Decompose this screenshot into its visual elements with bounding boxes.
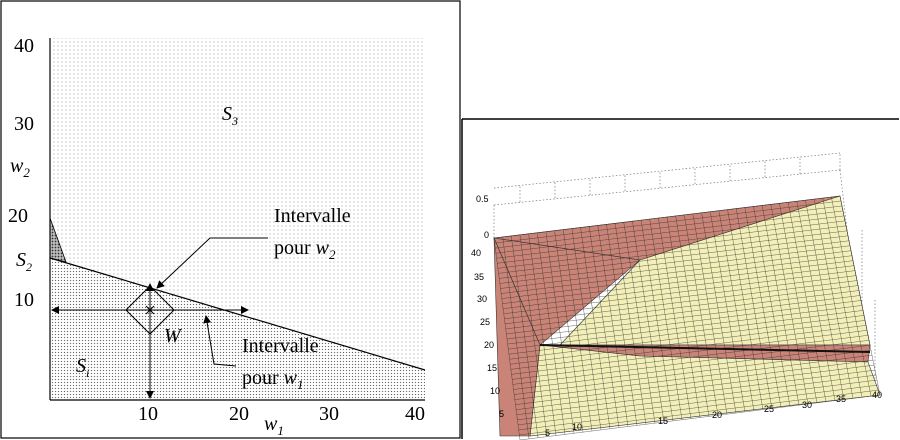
tolerance-diamond bbox=[125, 285, 175, 335]
mesh-line bbox=[517, 374, 877, 420]
w1-axis-label: w1 bbox=[264, 413, 284, 438]
x3d-tick: 20 bbox=[712, 410, 722, 420]
mesh-line bbox=[512, 340, 870, 385]
y3d-tick: 15 bbox=[487, 363, 497, 373]
region-s2-label: S2 bbox=[16, 249, 32, 274]
mesh-line bbox=[692, 213, 728, 415]
mesh-line bbox=[518, 384, 879, 431]
y-tick: 20 bbox=[8, 205, 28, 227]
boundary-line bbox=[49, 257, 426, 371]
mesh-line bbox=[753, 206, 791, 407]
mesh-line bbox=[831, 197, 872, 397]
mesh-line bbox=[514, 355, 873, 400]
interval-w1-line1: Intervalle bbox=[242, 335, 319, 357]
x3d-tick: 10 bbox=[572, 422, 582, 432]
w2-axis-label: w2 bbox=[10, 155, 30, 180]
mesh-line bbox=[519, 389, 880, 436]
mesh-line bbox=[822, 198, 863, 398]
mesh-line bbox=[514, 350, 872, 395]
y-tick: 10 bbox=[14, 289, 34, 311]
mesh-line bbox=[684, 214, 719, 416]
mesh-line bbox=[516, 369, 876, 415]
mesh-line bbox=[508, 310, 864, 355]
interval-w2-line1: Intervalle bbox=[274, 205, 351, 227]
mesh-line bbox=[779, 203, 818, 403]
y3d-tick: 25 bbox=[480, 317, 490, 327]
mesh-line bbox=[805, 200, 845, 400]
mesh-line bbox=[761, 205, 800, 406]
point-w-marker bbox=[145, 305, 155, 315]
mesh-line bbox=[519, 394, 881, 440]
mesh-line bbox=[787, 202, 827, 402]
x-tick: 40 bbox=[405, 403, 425, 425]
region-s3-label: S3 bbox=[222, 103, 238, 128]
mesh-line bbox=[744, 207, 782, 408]
mesh-line bbox=[839, 195, 881, 396]
interval-w2-line2: pour w2 bbox=[274, 237, 336, 262]
x-tick: 10 bbox=[138, 403, 158, 425]
mesh-line bbox=[511, 330, 868, 375]
mesh-line bbox=[736, 208, 773, 409]
mesh-line bbox=[515, 360, 874, 405]
x3d-tick: 15 bbox=[658, 416, 668, 426]
region-s1-label: Si bbox=[76, 355, 89, 380]
mesh-line bbox=[710, 211, 746, 412]
mesh-line bbox=[510, 320, 866, 365]
interval-w1-line2: pour w1 bbox=[242, 367, 304, 392]
x3d-tick: 25 bbox=[764, 404, 774, 414]
mesh-line bbox=[507, 300, 862, 345]
surface-ridge bbox=[539, 344, 871, 353]
surface-mesh bbox=[493, 195, 881, 440]
y3d-tick: 40 bbox=[471, 248, 481, 258]
mesh-line bbox=[727, 209, 764, 410]
y3d-tick: 35 bbox=[474, 272, 484, 282]
mesh-line bbox=[701, 212, 737, 414]
mesh-line bbox=[506, 295, 861, 340]
left-diagram: 40 30 20 10 10 20 30 40 w2 w1 S3 S2 Si bbox=[0, 0, 461, 439]
x3d-tick: 35 bbox=[836, 394, 846, 404]
x-tick: 20 bbox=[229, 403, 249, 425]
mesh-line bbox=[770, 204, 809, 405]
y3d-tick: 10 bbox=[490, 386, 500, 396]
mesh-line bbox=[718, 210, 755, 411]
right-surface-plot: 0.5 0 40 35 30 25 20 15 10 5 5 10 15 20 … bbox=[461, 118, 899, 440]
box-gridlines bbox=[493, 152, 876, 395]
mesh-line bbox=[518, 379, 878, 426]
mesh-line bbox=[796, 201, 836, 401]
mesh-line bbox=[513, 345, 871, 390]
x3d-tick: 30 bbox=[802, 400, 812, 410]
interval-w2-leader bbox=[156, 237, 268, 289]
mesh-line bbox=[508, 305, 863, 350]
y3d-tick: 5 bbox=[499, 409, 504, 419]
mesh-line bbox=[516, 364, 875, 410]
mesh-line bbox=[675, 215, 710, 417]
region-s3-area bbox=[50, 38, 425, 370]
y3d-tick: 20 bbox=[484, 340, 494, 350]
point-w-label: W bbox=[164, 325, 183, 347]
y-tick: 30 bbox=[14, 113, 34, 135]
surface bbox=[493, 195, 881, 440]
interval-w1-leader bbox=[203, 315, 237, 367]
region-s1-area bbox=[50, 258, 425, 400]
x3d-tick: 40 bbox=[872, 390, 882, 400]
surface-bottom-left-pink bbox=[493, 237, 541, 437]
z-tick: 0.5 bbox=[476, 194, 489, 204]
mesh-line bbox=[509, 315, 865, 360]
x-tick: 30 bbox=[319, 403, 339, 425]
y3d-tick: 30 bbox=[477, 294, 487, 304]
y-tick: 40 bbox=[14, 35, 34, 57]
mesh-line bbox=[813, 199, 854, 399]
z-tick: 0 bbox=[484, 230, 489, 240]
mesh-line bbox=[512, 335, 869, 380]
x3d-tick: 5 bbox=[545, 428, 550, 438]
